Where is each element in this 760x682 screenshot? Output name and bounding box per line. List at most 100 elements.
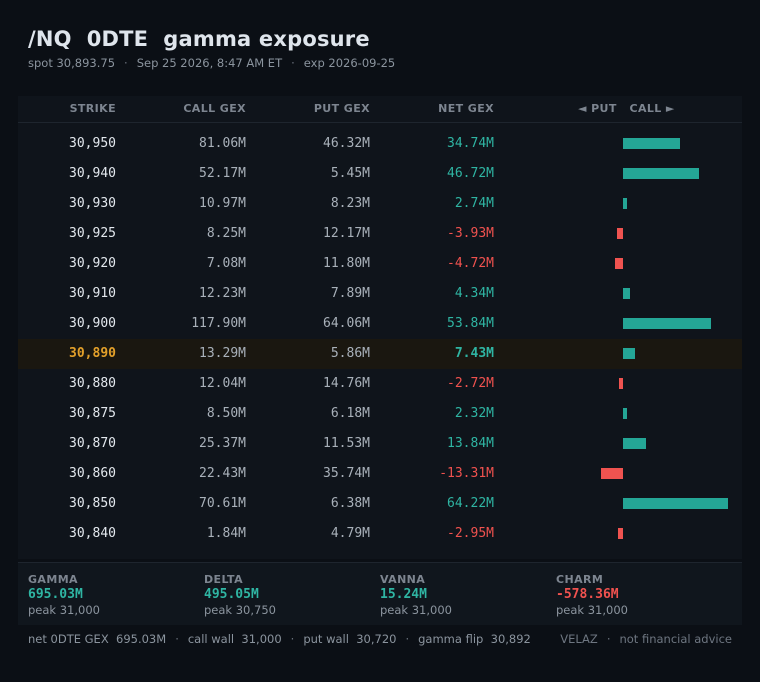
net-gex-cell: -13.31M bbox=[439, 466, 494, 481]
stat-value: -578.36M bbox=[556, 587, 619, 602]
call-gex-cell: 1.84M bbox=[206, 526, 246, 541]
put-gex-cell: 14.76M bbox=[323, 376, 370, 391]
put-gex-cell: 5.86M bbox=[330, 346, 370, 361]
stat-label: VANNA bbox=[380, 573, 426, 586]
net-gex-cell: 2.74M bbox=[454, 196, 494, 211]
put-bar bbox=[615, 258, 623, 269]
stat-label: CHARM bbox=[556, 573, 604, 586]
put-bar bbox=[601, 468, 623, 479]
column-header-direction: ◄ PUT CALL ► bbox=[578, 102, 675, 115]
net-gex-cell: 53.84M bbox=[447, 316, 494, 331]
separator: · bbox=[405, 632, 410, 646]
net-gex-cell: -2.72M bbox=[447, 376, 494, 391]
column-header-strike[interactable]: STRIKE bbox=[69, 102, 116, 115]
stat-peak: peak 31,000 bbox=[28, 603, 100, 617]
strike-cell: 30,900 bbox=[69, 316, 116, 331]
put-gex-cell: 64.06M bbox=[323, 316, 370, 331]
table-row[interactable]: 30,940 52.17M 5.45M 46.72M bbox=[18, 159, 742, 189]
table-row[interactable]: 30,850 70.61M 6.38M 64.22M bbox=[18, 489, 742, 519]
stat-vanna: VANNA 15.24M peak 31,000 bbox=[380, 573, 452, 617]
table-row[interactable]: 30,875 8.50M 6.18M 2.32M bbox=[18, 399, 742, 429]
put-gex-cell: 6.18M bbox=[330, 406, 370, 421]
call-bar bbox=[623, 168, 700, 179]
net-gex-cell: 13.84M bbox=[447, 436, 494, 451]
put-gex-cell: 8.23M bbox=[330, 196, 370, 211]
strike-cell: 30,950 bbox=[69, 136, 116, 151]
call-bar bbox=[623, 408, 627, 419]
strike-cell: 30,850 bbox=[69, 496, 116, 511]
footer: net 0DTE GEX 695.03M · call wall 31,000 · pu… bbox=[28, 632, 732, 646]
table-row[interactable]: 30,840 1.84M 4.79M -2.95M bbox=[18, 519, 742, 549]
net-gex-cell: -2.95M bbox=[447, 526, 494, 541]
net-gex-cell: 7.43M bbox=[454, 346, 494, 361]
table-row[interactable]: 30,950 81.06M 46.32M 34.74M bbox=[18, 129, 742, 159]
call-gex-cell: 13.29M bbox=[199, 346, 246, 361]
table-row[interactable]: 30,870 25.37M 11.53M 13.84M bbox=[18, 429, 742, 459]
timestamp: Sep 25 2026, 8:47 AM ET bbox=[136, 56, 283, 70]
net-gex-cell: -3.93M bbox=[447, 226, 494, 241]
net-gex-cell: 46.72M bbox=[447, 166, 494, 181]
strike-cell: 30,925 bbox=[69, 226, 116, 241]
call-gex-cell: 7.08M bbox=[206, 256, 246, 271]
header-meta: spot 30,893.75 · Sep 25 2026, 8:47 AM ET · e… bbox=[28, 56, 395, 70]
strike-cell: 30,920 bbox=[69, 256, 116, 271]
call-gex-cell: 12.23M bbox=[199, 286, 246, 301]
expiry-date: exp 2026-09-25 bbox=[303, 56, 396, 70]
put-gex-cell: 4.79M bbox=[330, 526, 370, 541]
greeks-summary: GAMMA 695.03M peak 31,000 DELTA 495.05M peak … bbox=[18, 562, 742, 625]
stat-gamma: GAMMA 695.03M peak 31,000 bbox=[28, 573, 100, 617]
column-header-put-gex[interactable]: PUT GEX bbox=[313, 102, 370, 115]
stat-delta: DELTA 495.05M peak 30,750 bbox=[204, 573, 276, 617]
call-bar bbox=[623, 348, 636, 359]
table-row[interactable]: 30,860 22.43M 35.74M -13.31M bbox=[18, 459, 742, 489]
net-gex-cell: 4.34M bbox=[454, 286, 494, 301]
brand-name: VELAZ bbox=[560, 632, 598, 646]
net-gex-cell: 64.22M bbox=[447, 496, 494, 511]
strike-cell: 30,940 bbox=[69, 166, 116, 181]
table-row[interactable]: 30,930 10.97M 8.23M 2.74M bbox=[18, 189, 742, 219]
call-gex-cell: 10.97M bbox=[199, 196, 246, 211]
strike-cell: 30,840 bbox=[69, 526, 116, 541]
put-gex-cell: 5.45M bbox=[330, 166, 370, 181]
stat-value: 695.03M bbox=[28, 587, 83, 602]
call-bar bbox=[623, 288, 631, 299]
put-gex-cell: 46.32M bbox=[323, 136, 370, 151]
call-gex-cell: 8.25M bbox=[206, 226, 246, 241]
stat-value: 495.05M bbox=[204, 587, 259, 602]
call-gex-cell: 117.90M bbox=[191, 316, 246, 331]
table-row[interactable]: 30,900 117.90M 64.06M 53.84M bbox=[18, 309, 742, 339]
call-gex-cell: 12.04M bbox=[199, 376, 246, 391]
call-gex-cell: 25.37M bbox=[199, 436, 246, 451]
footer-net-gex: net 0DTE GEX 695.03M bbox=[28, 632, 167, 646]
table-header: STRIKE CALL GEX PUT GEX NET GEX ◄ PUT CA… bbox=[18, 96, 742, 123]
column-header-net-gex[interactable]: NET GEX bbox=[438, 102, 494, 115]
call-gex-cell: 70.61M bbox=[199, 496, 246, 511]
page-title: /NQ 0DTE gamma exposure bbox=[28, 27, 370, 51]
column-header-call-gex[interactable]: CALL GEX bbox=[183, 102, 246, 115]
footer-put-wall: put wall 30,720 bbox=[303, 632, 397, 646]
put-gex-cell: 12.17M bbox=[323, 226, 370, 241]
net-gex-cell: 2.32M bbox=[454, 406, 494, 421]
table-row[interactable]: 30,890 13.29M 5.86M 7.43M bbox=[18, 339, 742, 369]
footer-call-wall: call wall 31,000 bbox=[187, 632, 282, 646]
strike-cell: 30,875 bbox=[69, 406, 116, 421]
strike-cell: 30,870 bbox=[69, 436, 116, 451]
stat-charm: CHARM -578.36M peak 31,000 bbox=[556, 573, 628, 617]
put-bar bbox=[618, 378, 623, 389]
stat-value: 15.24M bbox=[380, 587, 427, 602]
table-row[interactable]: 30,925 8.25M 12.17M -3.93M bbox=[18, 219, 742, 249]
call-gex-cell: 81.06M bbox=[199, 136, 246, 151]
separator: · bbox=[124, 56, 128, 70]
call-bar bbox=[623, 318, 712, 329]
stat-label: GAMMA bbox=[28, 573, 78, 586]
stat-peak: peak 31,000 bbox=[380, 603, 452, 617]
call-bar bbox=[623, 438, 646, 449]
table-row[interactable]: 30,920 7.08M 11.80M -4.72M bbox=[18, 249, 742, 279]
table-row[interactable]: 30,880 12.04M 14.76M -2.72M bbox=[18, 369, 742, 399]
call-gex-cell: 52.17M bbox=[199, 166, 246, 181]
table-row[interactable]: 30,910 12.23M 7.89M 4.34M bbox=[18, 279, 742, 309]
strike-cell: 30,930 bbox=[69, 196, 116, 211]
gex-table: STRIKE CALL GEX PUT GEX NET GEX ◄ PUT CA… bbox=[18, 96, 742, 559]
separator: · bbox=[606, 632, 611, 646]
separator: · bbox=[291, 56, 295, 70]
